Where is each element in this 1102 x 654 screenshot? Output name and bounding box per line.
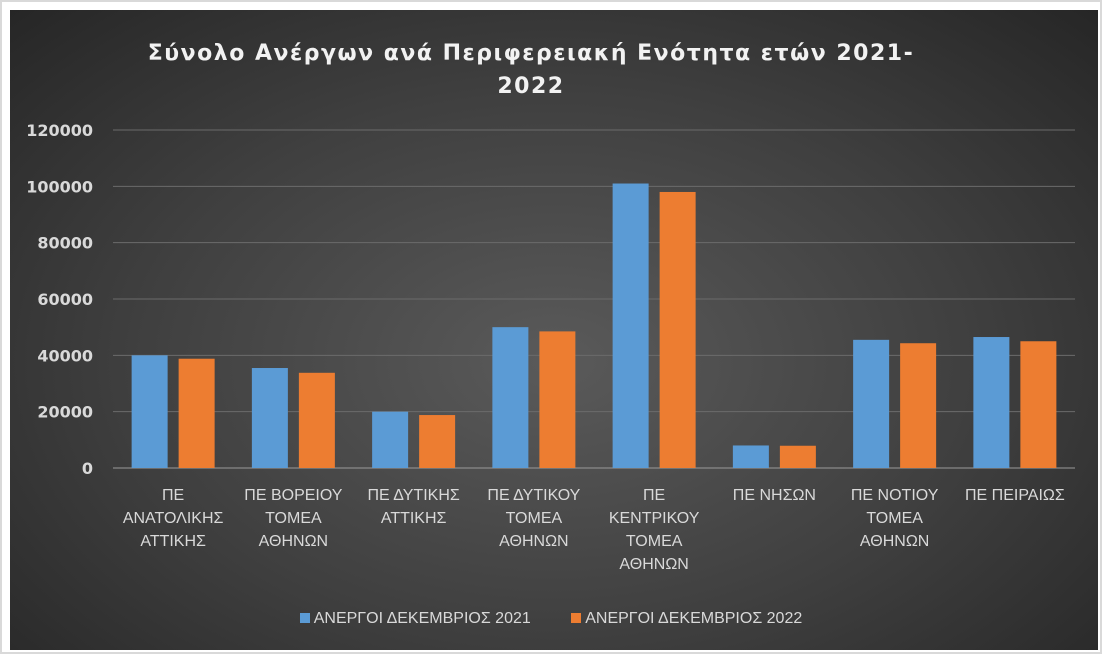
- x-category-label: ΠΕ ΑΝΑΤΟΛΙΚΗΣ ΑΤΤΙΚΗΣ: [123, 487, 224, 550]
- bar-2022: [779, 445, 816, 468]
- legend-label-2022: ΑΝΕΡΓΟΙ ΔΕΚΕΜΒΡΙΟΣ 2022: [585, 610, 803, 627]
- legend-item-2022: ΑΝΕΡΓΟΙ ΔΕΚΕΜΒΡΙΟΣ 2022: [571, 610, 802, 628]
- bar-2022: [539, 331, 576, 468]
- chart-title-line-1: Σύνολο Ανέργων ανά Περιφερειακή Ενότητα …: [147, 41, 915, 66]
- legend-label-2021: ΑΝΕΡΓΟΙ ΔΕΚΕΜΒΡΙΟΣ 2021: [313, 610, 531, 627]
- bar-2021: [732, 445, 769, 468]
- bar-2022: [659, 191, 696, 468]
- y-tick-label: 20000: [37, 403, 93, 422]
- chart-title-line-2: 2022: [497, 74, 565, 99]
- bar-2021: [251, 368, 288, 468]
- x-category-label: ΠΕ ΚΕΝΤΡΙΚΟΥ ΤΟΜΕΑ ΑΘΗΝΩΝ: [609, 487, 700, 573]
- chart-legend: ΑΝΕΡΓΟΙ ΔΕΚΕΜΒΡΙΟΣ 2021 ΑΝΕΡΓΟΙ ΔΕΚΕΜΒΡΙ…: [0, 610, 1102, 628]
- bar-2022: [298, 372, 335, 468]
- bar-2021: [973, 337, 1010, 468]
- x-category-label: ΠΕ ΒΟΡΕΙΟΥ ΤΟΜΕΑ ΑΘΗΝΩΝ: [244, 487, 343, 550]
- bar-2021: [612, 183, 649, 468]
- legend-swatch-2022: [571, 613, 582, 623]
- bar-2022: [178, 358, 215, 468]
- bar-2021: [853, 339, 890, 468]
- chart-area: [10, 10, 1098, 650]
- bar-2021: [492, 327, 529, 468]
- legend-swatch-2021: [299, 613, 310, 623]
- x-category-label: ΠΕ ΔΥΤΙΚΗΣ ΑΤΤΙΚΗΣ: [367, 487, 459, 527]
- y-tick-label: 40000: [37, 346, 93, 365]
- y-tick-label: 60000: [37, 290, 93, 309]
- bar-2021: [131, 355, 168, 468]
- bar-2022: [1020, 341, 1057, 468]
- y-tick-label: 100000: [26, 177, 93, 196]
- x-category-label: ΠΕ ΠΕΙΡΑΙΩΣ: [965, 487, 1065, 504]
- y-tick-label: 120000: [26, 121, 93, 140]
- y-tick-label: 80000: [37, 234, 93, 253]
- bar-2021: [372, 411, 409, 468]
- x-category-label: ΠΕ ΔΥΤΙΚΟΥ ΤΟΜΕΑ ΑΘΗΝΩΝ: [487, 487, 580, 550]
- bar-2022: [900, 343, 937, 468]
- x-category-label: ΠΕ ΝΗΣΩΝ: [733, 487, 816, 504]
- chart-title: Σύνολο Ανέργων ανά Περιφερειακή Ενότητα …: [0, 37, 1062, 103]
- y-tick-label: 0: [82, 459, 93, 478]
- bar-2022: [419, 415, 456, 468]
- x-category-label: ΠΕ ΝΟΤΙΟΥ ΤΟΜΕΑ ΑΘΗΝΩΝ: [851, 487, 939, 550]
- legend-item-2021: ΑΝΕΡΓΟΙ ΔΕΚΕΜΒΡΙΟΣ 2021: [299, 610, 531, 628]
